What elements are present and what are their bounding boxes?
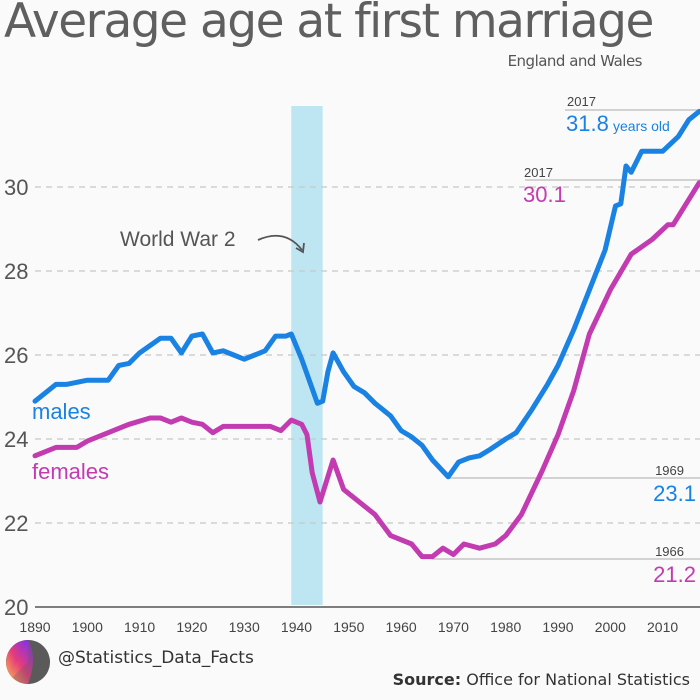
series-label-males: males	[32, 399, 91, 424]
annotation-year: 1966	[655, 544, 684, 559]
x-tick-label: 1930	[229, 619, 260, 635]
x-tick-label: 1900	[72, 619, 103, 635]
y-tick-label: 30	[4, 175, 28, 200]
y-tick-label: 24	[4, 427, 28, 452]
series-line-males	[32, 108, 700, 480]
ww2-arrow	[257, 234, 303, 251]
source-credit: Source: Office for National Statistics	[393, 670, 690, 689]
x-tick-label: 1960	[386, 619, 417, 635]
annotation-year: 2017	[567, 94, 596, 109]
x-tick-label: 1890	[19, 619, 50, 635]
logo-icon	[6, 640, 50, 684]
annotation-year: 1969	[655, 463, 684, 478]
annotation-year: 2017	[524, 165, 553, 180]
x-tick-label: 1990	[542, 619, 573, 635]
chart-subtitle: England and Wales	[507, 52, 643, 70]
series-label-females: females	[32, 459, 109, 484]
x-tick-label: 1940	[281, 619, 312, 635]
logo	[6, 640, 50, 684]
x-tick-label: 1910	[124, 619, 155, 635]
y-tick-label: 22	[4, 511, 28, 536]
ww2-band	[291, 106, 323, 605]
source-text: Office for National Statistics	[466, 670, 690, 689]
x-tick-label: 1980	[490, 619, 521, 635]
source-label: Source:	[392, 670, 462, 689]
annotation-value: 23.1	[653, 481, 696, 506]
arrowhead-icon	[295, 242, 305, 254]
y-tick-label: 28	[4, 259, 28, 284]
x-tick-label: 1970	[438, 619, 469, 635]
chart-title: Average age at first marriage	[4, 0, 654, 49]
annotation-value: 30.1	[523, 182, 566, 207]
x-tick-label: 1950	[333, 619, 364, 635]
social-handle: @Statistics_Data_Facts	[58, 648, 254, 668]
x-tick-label: 2010	[647, 619, 678, 635]
annotation-value: 31.8	[566, 111, 609, 136]
x-tick-label: 2000	[595, 619, 626, 635]
annotation-value: 21.2	[653, 562, 696, 587]
ww2-label: World War 2	[120, 228, 236, 251]
series-line-females	[32, 180, 700, 560]
annotation-unit: years old	[613, 118, 670, 134]
x-tick-label: 1920	[176, 619, 207, 635]
y-tick-label: 20	[4, 595, 28, 620]
y-tick-label: 26	[4, 343, 28, 368]
